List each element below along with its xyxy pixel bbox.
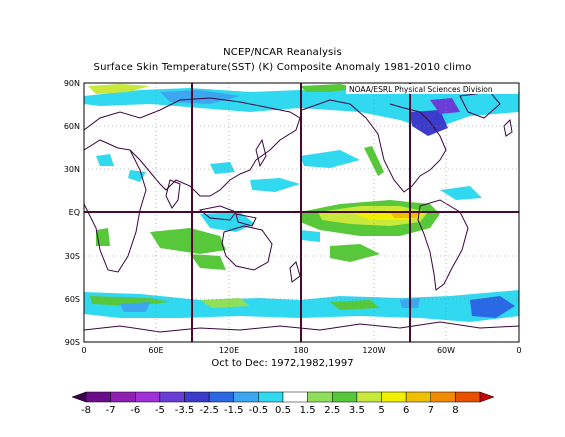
arctic-warm-patch [300,84,360,92]
colorbar-cell [307,391,333,403]
colorbar-cell [110,391,136,403]
north-america-coast [301,99,447,193]
lon-label: 0 [516,346,521,355]
colorbar-label: -1.5 [224,405,244,416]
south-pacific-warm [330,244,380,262]
indian-ocean-warm [190,254,226,270]
australia-coast [221,225,273,271]
colorbar-cell [233,391,259,403]
lon-axis: 0 60E 120E 180 120W 60W 0 [81,346,521,355]
colorbar: -8 -7 -6 -5 -3.5 -2.5 -1.5 -0.5 0.5 1.5 2.5 3.5 5 6 7 8 [71,391,495,416]
colorbar-arrow-high [479,391,495,403]
lat-label: 30S [65,252,80,261]
arctic-blue-patch [430,98,460,114]
colorbar-label: 2.5 [324,405,340,416]
indonesia-coast [235,213,257,227]
japan-coast [255,138,267,168]
colorbar-label: -7 [106,405,116,416]
colorbar-label: -0.5 [249,405,269,416]
colorbar-cells [71,391,495,403]
colorbar-label: -2.5 [199,405,219,416]
atlantic-cool-anomaly [128,170,146,182]
colorbar-label: 1.5 [300,405,316,416]
south-pacific-warm [96,228,110,246]
lon-label: 0 [81,346,86,355]
colorbar-cell [282,391,308,403]
colorbar-cell [430,391,456,403]
indonesia-coast [198,205,237,221]
colorbar-cell [208,391,234,403]
colorbar-label: 7 [428,405,434,416]
southern-ocean-cool-deep [470,296,515,318]
arctic-blue-patch [410,110,448,136]
southern-ocean-warm [200,298,250,308]
colorbar-cell [159,391,185,403]
colorbar-cell [332,391,358,403]
colorbar-cell [184,391,210,403]
colorbar-cell [258,391,284,403]
colorbar-labels: -8 -7 -6 -5 -3.5 -2.5 -1.5 -0.5 0.5 1.5 2.5 3.5 5 6 7 8 [81,405,459,416]
lon-label: 60W [437,346,455,355]
colorbar-label: 8 [452,405,458,416]
lat-label: 90N [64,79,80,88]
lat-label: 90S [65,338,80,347]
colorbar-label: -3.5 [175,405,195,416]
credit-text: NOAA/ESRL Physical Sciences Division [349,85,493,94]
southern-ocean-warm [90,296,170,306]
lat-label: EQ [69,208,80,217]
colorbar-label: 0.5 [275,405,291,416]
colorbar-arrow-low [71,391,87,403]
indian-ocean-warm [150,228,226,254]
division-lines [84,83,519,342]
colorbar-cell [85,391,111,403]
graticule [84,83,519,342]
enso-warm-anomaly [390,212,420,218]
lon-label: 60E [148,346,163,355]
plot-title: NCEP/NCAR Reanalysis [223,47,342,58]
colorbar-cell [381,391,407,403]
colorbar-label: 5 [378,405,384,416]
lat-label: 30N [64,165,80,174]
colorbar-label: -6 [130,405,140,416]
nw-america-warm [364,146,384,176]
colorbar-label: -8 [81,405,91,416]
arctic-warm-patch [88,84,150,94]
eurasia-coast [84,97,301,197]
southern-ocean-cool-deep [120,302,150,312]
colorbar-cell [135,391,161,403]
lon-label: 120W [362,346,385,355]
lon-label: 180 [293,346,308,355]
period-caption: Oct to Dec: 1972,1982,1997 [211,358,354,369]
lat-label: 60N [64,122,80,131]
npacific-cool-anomaly [300,150,360,168]
colorbar-label: -5 [155,405,165,416]
colorbar-label: 3.5 [349,405,365,416]
colorbar-cell [455,391,481,403]
map-frame [83,82,520,343]
uk-coast [503,118,513,137]
india-coast [165,179,181,209]
plot-subtitle: Surface Skin Temperature(SST) (K) Compos… [93,62,472,73]
atlantic-cool-anomaly [96,154,114,166]
credit-box [346,84,518,94]
lat-label: 60S [65,295,80,304]
lon-label: 120E [219,346,239,355]
colorbar-cell [405,391,431,403]
colorbar-label: 6 [403,405,409,416]
africa-coast [84,139,147,273]
wpacific-cool [300,230,320,242]
southern-ocean-warm [330,300,380,310]
colorbar-cell [356,391,382,403]
lat-axis: 90N 60N 30N EQ 30S 60S 90S [64,79,80,347]
atlantic-cool-anomaly [440,186,482,200]
npacific-cool-anomaly [250,178,300,192]
